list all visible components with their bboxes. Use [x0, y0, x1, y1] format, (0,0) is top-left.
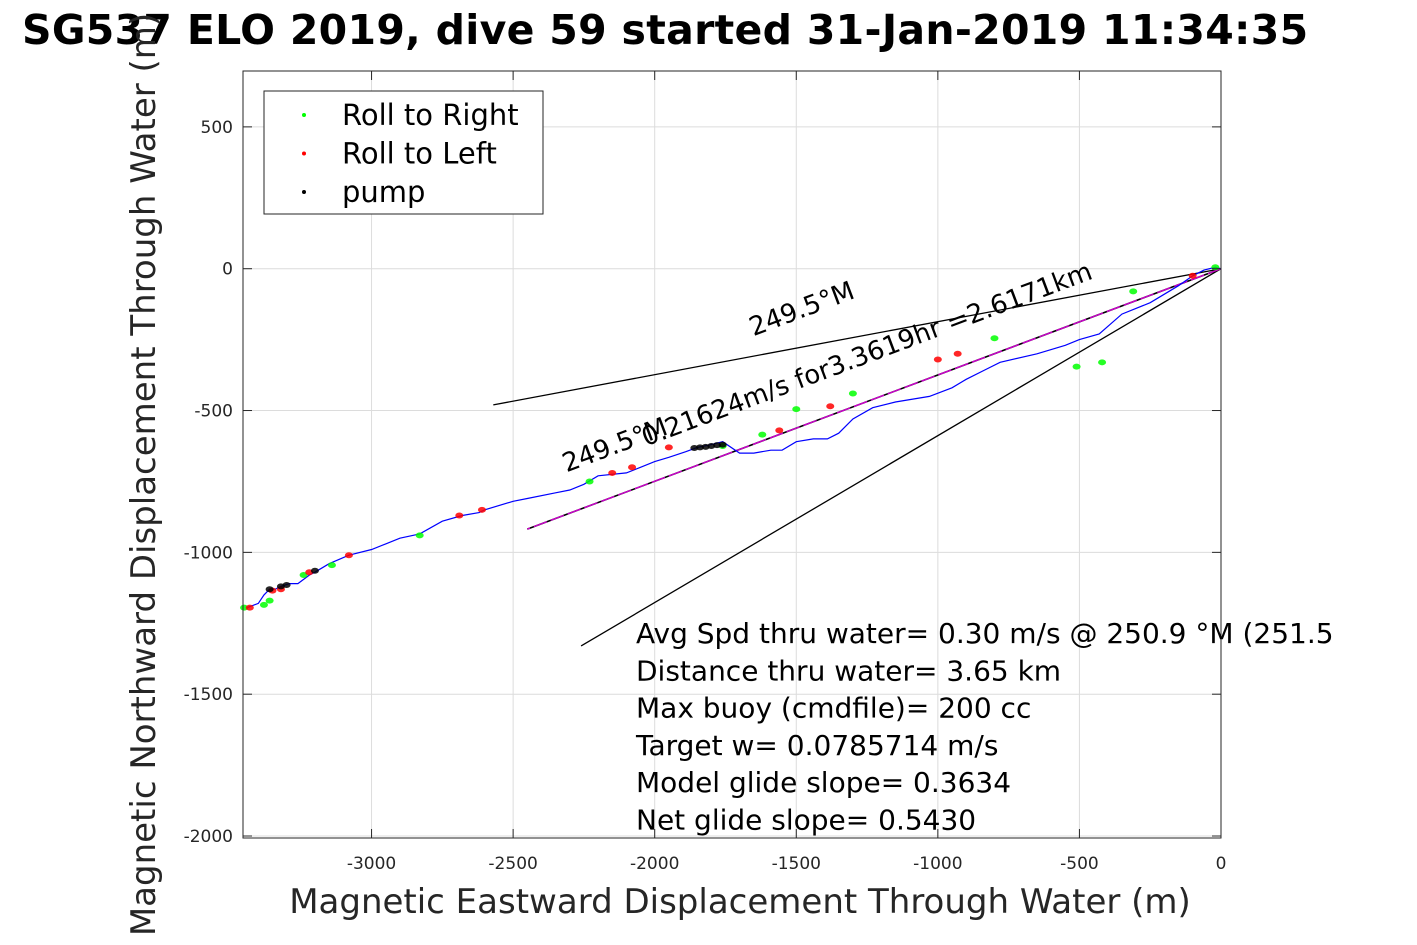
roll-right-point: [758, 431, 767, 438]
current-line: [527, 267, 1222, 530]
roll-right-point: [848, 390, 857, 397]
roll-right-point: [327, 562, 336, 569]
y-tick-label: -1500: [184, 685, 233, 705]
legend-box: [263, 90, 544, 215]
roll-left-point: [477, 506, 486, 513]
roll-left-point: [775, 427, 784, 434]
plot-frame: [242, 70, 1222, 839]
legend-label: Roll to Left: [342, 137, 497, 171]
stats-line: Avg Spd thru water= 0.30 m/s @ 250.9 °M …: [636, 617, 1334, 650]
glider-track: [246, 266, 1222, 609]
y-tick-label: -2000: [184, 827, 233, 847]
roll-right-point: [240, 604, 249, 611]
legend: Roll to Right Roll to Left pump: [263, 90, 544, 215]
legend-marker: [302, 113, 306, 117]
x-tick-label: -2500: [488, 854, 537, 874]
roll-right-point: [259, 601, 268, 608]
roll-left-point: [664, 444, 673, 451]
pump-point: [265, 586, 274, 593]
y-tick-label: 0: [222, 260, 233, 280]
heading-cone-line: [493, 268, 1222, 406]
roll-right-point: [1129, 288, 1138, 295]
x-tick-label: -500: [1060, 854, 1099, 874]
rotated-label: 0.21624m/s for3.3619hr =2.6171km: [638, 257, 1097, 453]
roll-right-point: [1072, 363, 1081, 370]
roll-left-point: [953, 350, 962, 357]
rotated-label: 249.5°M: [745, 276, 858, 343]
roll-left-point: [455, 512, 464, 519]
x-tick-label: -1000: [913, 854, 962, 874]
heading-cone-lines: [493, 268, 1222, 647]
y-tick-label: -500: [194, 402, 233, 422]
legend-marker: [302, 151, 306, 156]
roll-right-point: [1211, 264, 1220, 271]
roll-left-point: [344, 552, 353, 559]
roll-left-point: [933, 356, 942, 363]
chart-title: SG537 ELO 2019, dive 59 started 31-Jan-2…: [22, 6, 1309, 54]
stats-line: Model glide slope= 0.3634: [636, 766, 1011, 799]
pump-point: [310, 567, 319, 574]
roll-left-point: [628, 464, 637, 471]
legend-label: pump: [342, 175, 425, 209]
roll-right-point: [792, 406, 801, 413]
roll-right-point: [1098, 359, 1107, 366]
heading-cone-line: [580, 268, 1222, 647]
roll-right-point: [990, 335, 999, 342]
stats-line: Distance thru water= 3.65 km: [636, 654, 1061, 687]
roll-right-point: [265, 597, 274, 604]
x-axis-label: Magnetic Eastward Displacement Through W…: [289, 882, 1191, 922]
x-tick-label: -3000: [347, 854, 396, 874]
roll-left-point: [826, 403, 835, 410]
y-axis-label: Magnetic Northward Displacement Through …: [124, 13, 164, 936]
roll-right-point: [585, 478, 594, 485]
roll-right-point: [299, 572, 308, 579]
roll-left-point: [608, 469, 617, 476]
glider-track-line: [246, 266, 1222, 609]
roll-left-point: [1188, 272, 1197, 279]
x-tick-label: -1500: [772, 854, 821, 874]
x-tick-label: 0: [1216, 854, 1227, 874]
roll-left-point: [245, 604, 254, 611]
stats-line: Net glide slope= 0.5430: [636, 804, 976, 837]
roll-right-point: [415, 532, 424, 539]
roll-points: [240, 264, 1220, 611]
stats-line: Max buoy (cmdfile)= 200 cc: [636, 692, 1031, 725]
depth-avg-current-line: [527, 268, 1222, 530]
x-tick-label: -2000: [630, 854, 679, 874]
legend-marker: [302, 190, 306, 194]
pump-point: [690, 444, 699, 451]
pump-point: [276, 583, 285, 590]
y-tick-label: 500: [201, 118, 233, 138]
stats-annotations: Avg Spd thru water= 0.30 m/s @ 250.9 °M …: [635, 617, 1334, 837]
x-ticks: -3000 -2500 -2000 -1500 -1000 -500 0: [347, 71, 1227, 874]
y-ticks: 500 0 -500 -1000 -1500 -2000: [184, 118, 1221, 847]
stats-line: Target w= 0.0785714 m/s: [635, 729, 998, 762]
rotated-labels: 249.5°M0.21624m/s for3.3619hr =2.6171km2…: [558, 257, 1096, 479]
legend-label: Roll to Right: [342, 98, 519, 132]
y-tick-label: -1000: [184, 543, 233, 563]
